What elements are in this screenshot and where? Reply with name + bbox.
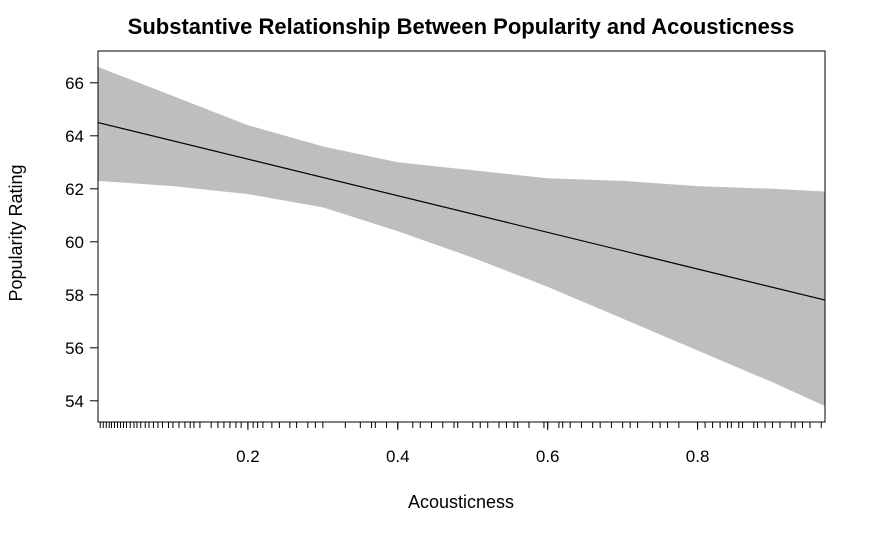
- x-axis: 0.2 0.4 0.6 0.8: [236, 422, 709, 466]
- confidence-band-layer: [98, 66, 825, 407]
- x-tick-label: 0.8: [686, 447, 710, 466]
- y-tick-label: 64: [65, 127, 84, 146]
- chart-title: Substantive Relationship Between Popular…: [128, 14, 795, 39]
- x-tick-label: 0.4: [386, 447, 410, 466]
- x-axis-label: Acousticness: [408, 492, 514, 512]
- y-tick-label: 58: [65, 286, 84, 305]
- x-tick-label: 0.2: [236, 447, 260, 466]
- y-tick-label: 54: [65, 392, 84, 411]
- confidence-band: [98, 66, 825, 407]
- x-tick-label: 0.6: [536, 447, 560, 466]
- y-tick-label: 62: [65, 180, 84, 199]
- regression-line-layer: [97, 121, 826, 301]
- y-tick-label: 56: [65, 339, 84, 358]
- regression-line: [97, 121, 826, 301]
- y-axis-label: Popularity Rating: [6, 164, 26, 301]
- plot-frame: [97, 50, 826, 423]
- y-axis: 54 56 58 60 62 64 66: [65, 74, 98, 411]
- y-tick-label: 66: [65, 74, 84, 93]
- y-tick-label: 60: [65, 233, 84, 252]
- rug-layer: [99, 422, 822, 428]
